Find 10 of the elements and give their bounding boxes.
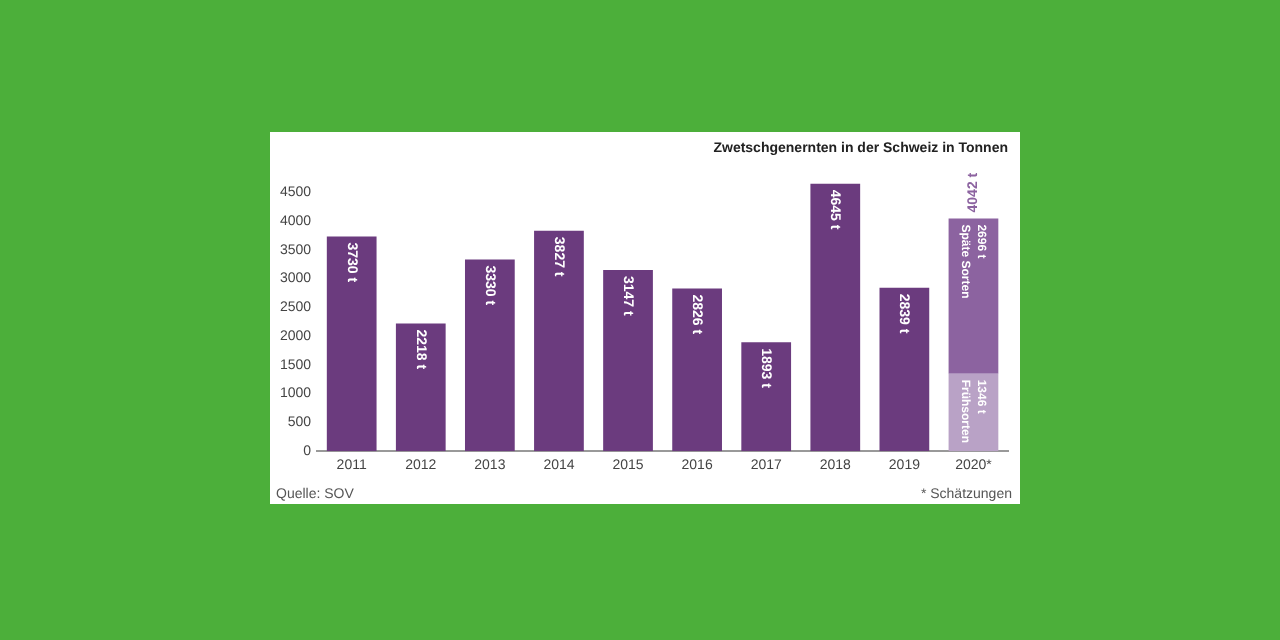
bar (534, 230, 584, 452)
bar (948, 218, 999, 374)
bar (879, 287, 930, 452)
bar (395, 323, 446, 452)
bar (810, 183, 861, 452)
bar (464, 259, 515, 452)
bar (672, 288, 722, 452)
bar (741, 342, 792, 452)
bar (603, 269, 653, 452)
bar (326, 236, 377, 452)
